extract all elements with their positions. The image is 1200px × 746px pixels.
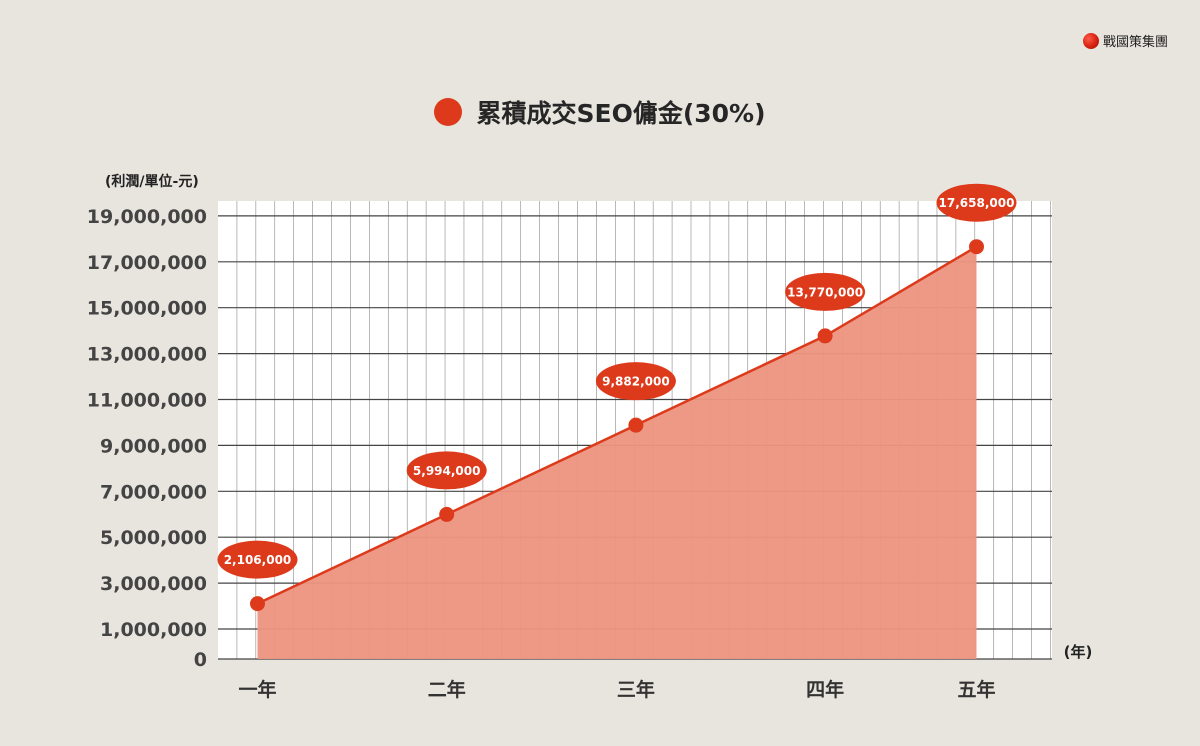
data-label: 9,882,000 xyxy=(602,375,670,389)
x-tick-label: 二年 xyxy=(428,678,466,701)
y-tick-label: 0 xyxy=(194,649,207,671)
data-label-bubble xyxy=(785,272,866,311)
brand-name: 戰國策集團 xyxy=(1102,35,1168,50)
data-point xyxy=(250,596,265,612)
data-point xyxy=(628,417,644,433)
y-tick-label: 15,000,000 xyxy=(87,298,207,320)
x-tick-label: 四年 xyxy=(806,678,844,701)
data-label: 2,106,000 xyxy=(224,553,292,567)
x-tick-label: 一年 xyxy=(238,678,276,701)
y-tick-label: 13,000,000 xyxy=(87,344,207,366)
data-label: 13,770,000 xyxy=(787,285,863,299)
x-tick-label: 三年 xyxy=(617,678,655,701)
data-points: 2,106,000 5,994,000 9,882,000 13,770,000 17,… xyxy=(217,183,1017,612)
y-tick-label: 1,000,000 xyxy=(100,619,207,641)
data-point xyxy=(969,239,984,255)
legend-marker-icon xyxy=(434,98,463,126)
x-axis-label: (年) xyxy=(1064,643,1093,661)
data-point xyxy=(439,506,455,522)
y-tick-label: 9,000,000 xyxy=(100,435,207,457)
data-label: 5,994,000 xyxy=(413,464,481,478)
y-tick-label: 17,000,000 xyxy=(87,252,207,274)
data-label-bubble xyxy=(936,183,1017,222)
brand: 戰國策集團 xyxy=(1082,31,1168,50)
legend-label: 累積成交SEO傭金(30%) xyxy=(476,99,766,128)
y-tick-label: 19,000,000 xyxy=(87,206,207,228)
x-tick-label: 五年 xyxy=(957,678,995,701)
data-label-bubble xyxy=(406,451,487,490)
data-label-bubble xyxy=(595,362,676,401)
data-point xyxy=(817,328,833,344)
red-sphere-logo-icon xyxy=(1082,32,1099,49)
chart-legend: 累積成交SEO傭金(30%) xyxy=(0,94,1200,130)
y-axis-label: (利潤/單位-元) xyxy=(105,173,199,190)
y-tick-label: 11,000,000 xyxy=(87,390,207,412)
data-label-bubble xyxy=(217,540,298,579)
x-axis: 一年 二年 三年 四年 五年 xyxy=(238,678,995,701)
y-tick-label: 5,000,000 xyxy=(100,527,207,549)
y-tick-label: 3,000,000 xyxy=(100,573,207,595)
y-axis: 0 1,000,000 3,000,000 5,000,000 7,000,000 9,0… xyxy=(87,206,207,671)
data-label: 17,658,000 xyxy=(939,196,1015,210)
y-tick-label: 7,000,000 xyxy=(100,481,207,503)
